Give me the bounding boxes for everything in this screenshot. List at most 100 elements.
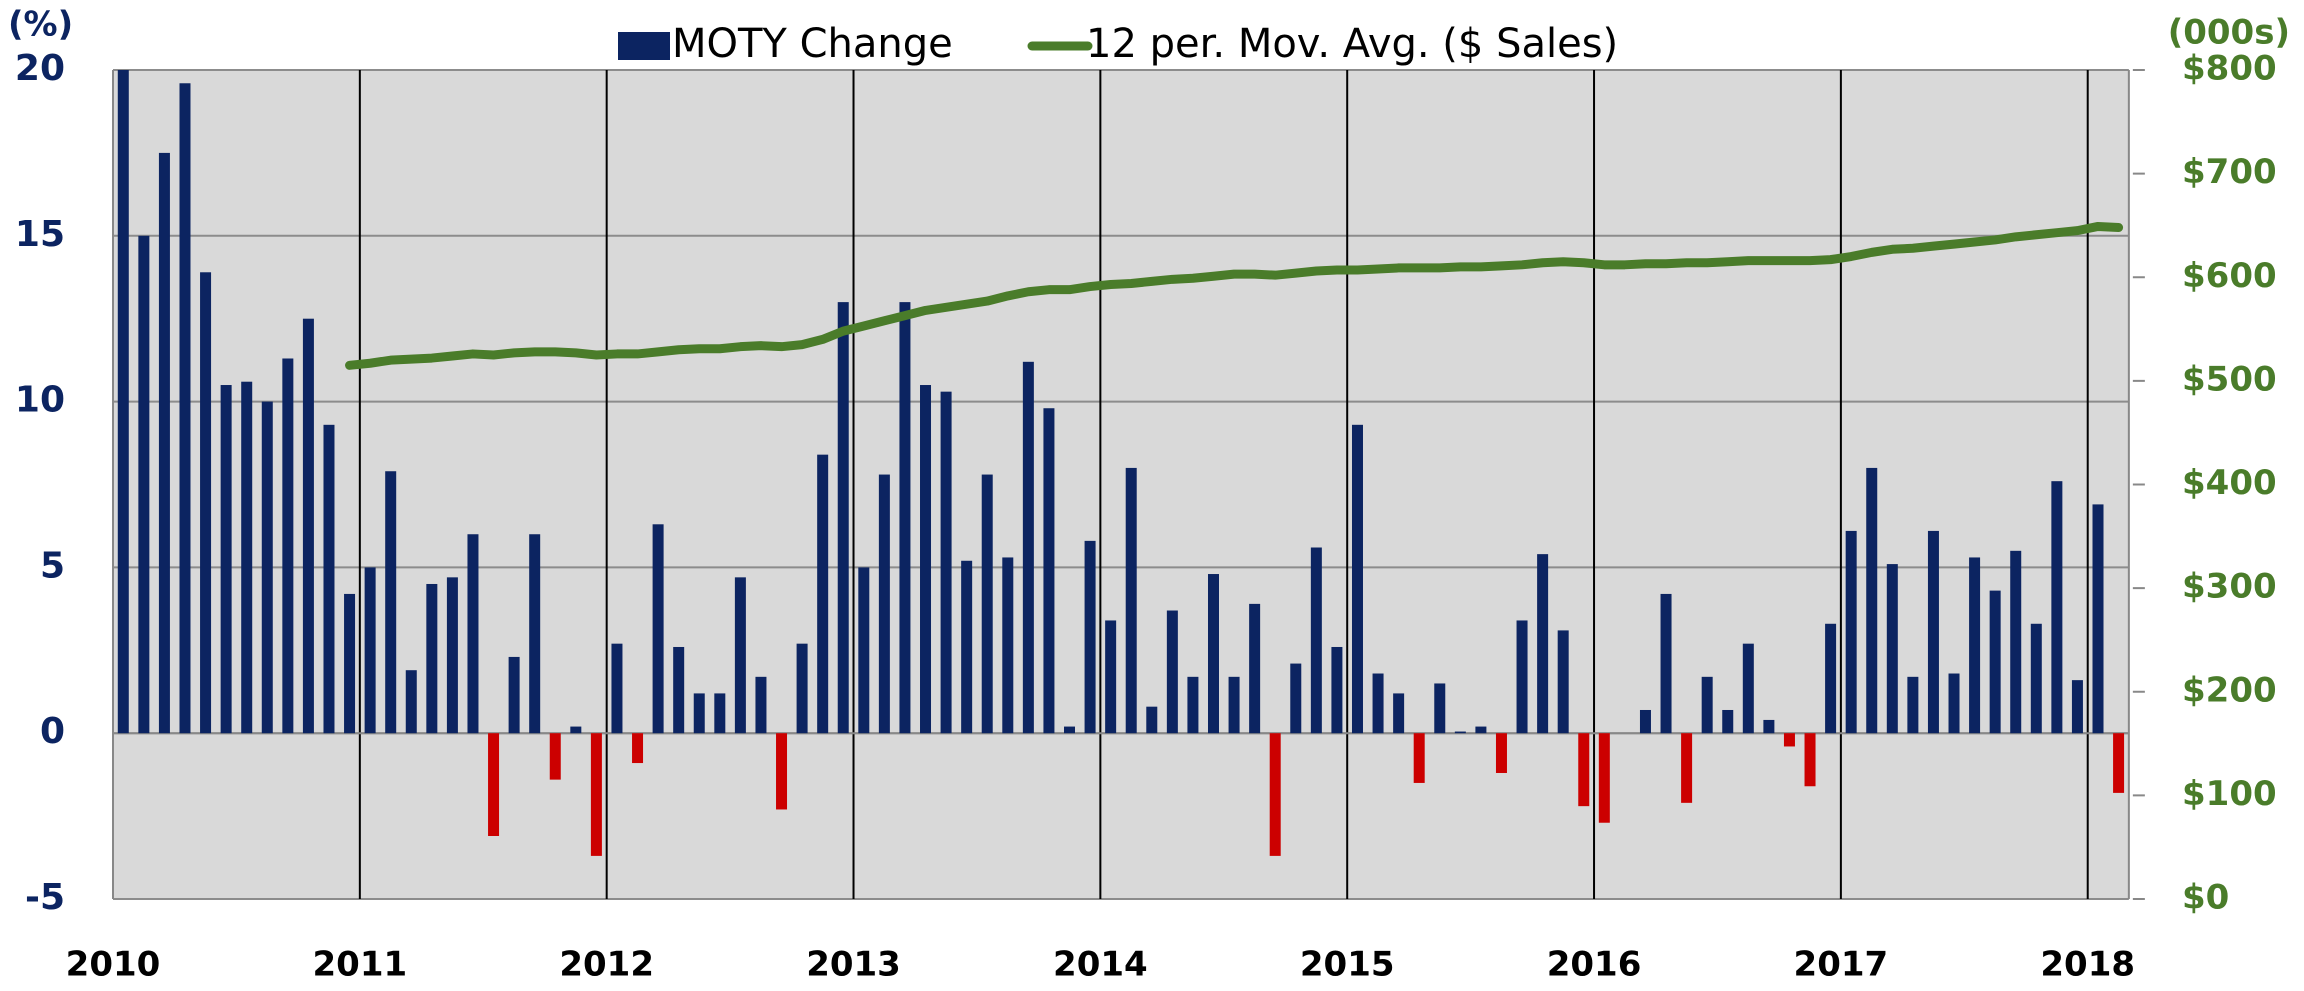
bar <box>2071 680 2083 734</box>
bar <box>817 454 829 734</box>
bar <box>1783 733 1795 747</box>
bar <box>1269 733 1281 856</box>
bar <box>200 272 212 734</box>
bar <box>734 577 746 734</box>
bar <box>117 70 129 734</box>
bar <box>138 235 150 734</box>
bar <box>1742 643 1754 734</box>
bar <box>1598 733 1610 823</box>
bar <box>158 152 170 734</box>
bar <box>673 646 685 734</box>
y-tick-label: 5 <box>40 545 65 586</box>
bar <box>1639 709 1651 734</box>
bar <box>426 583 438 734</box>
bar <box>1064 726 1076 734</box>
y-tick-label: -5 <box>25 877 65 918</box>
bar <box>1146 706 1158 734</box>
y2-tick-label: $800 <box>2182 49 2277 89</box>
bar <box>1125 467 1137 734</box>
bar <box>1557 630 1569 734</box>
bar <box>1886 564 1898 734</box>
bar <box>755 676 767 734</box>
bar <box>1537 554 1549 734</box>
x-tick-label: 2017 <box>1794 945 1889 985</box>
x-tick-label: 2011 <box>313 945 408 985</box>
x-tick-label: 2012 <box>559 945 654 985</box>
bar <box>899 302 911 734</box>
y2-tick-label: $400 <box>2182 463 2277 503</box>
bar <box>776 733 788 810</box>
bar <box>508 656 520 734</box>
bar <box>1495 733 1507 773</box>
bar <box>796 643 808 734</box>
bar <box>1763 719 1775 734</box>
bar <box>1187 676 1199 734</box>
y2-tick-label: $600 <box>2182 256 2277 296</box>
bar <box>1475 726 1487 734</box>
y2-axis-label: (000s) <box>2168 13 2290 53</box>
bar <box>179 83 191 734</box>
bar <box>1043 408 1055 734</box>
x-tick-label: 2013 <box>806 945 901 985</box>
bar <box>2030 623 2042 734</box>
y2-tick-label: $500 <box>2182 359 2277 399</box>
bar <box>920 385 932 734</box>
bar <box>1166 610 1178 734</box>
bar <box>1927 530 1939 734</box>
bar <box>364 567 376 734</box>
bar <box>1454 731 1466 734</box>
bar <box>549 733 561 780</box>
bar <box>1804 733 1816 787</box>
bar <box>1105 620 1117 734</box>
bar <box>1331 646 1343 734</box>
bar <box>1290 663 1302 734</box>
bar <box>344 593 356 734</box>
bar <box>1393 693 1405 734</box>
x-tick-label: 2018 <box>2040 945 2135 985</box>
bar <box>1249 603 1261 734</box>
bar <box>1434 683 1446 734</box>
bar <box>1969 557 1981 734</box>
bar <box>1413 733 1425 783</box>
bar <box>693 693 705 734</box>
bar <box>858 567 870 734</box>
bar <box>940 391 952 734</box>
bar <box>961 560 973 734</box>
bar <box>570 726 582 734</box>
bar <box>261 401 273 734</box>
bar <box>220 385 232 734</box>
bar <box>405 670 417 734</box>
bar <box>1310 547 1322 734</box>
y-tick-label: 10 <box>15 380 65 421</box>
x-tick-label: 2010 <box>66 945 161 985</box>
bar <box>1660 593 1672 734</box>
bar <box>1372 673 1384 734</box>
bar <box>981 474 993 734</box>
bar <box>714 693 726 734</box>
bar <box>488 733 500 836</box>
bar <box>878 474 890 734</box>
bar <box>385 471 397 734</box>
bar <box>1516 620 1528 734</box>
bar <box>1351 424 1363 734</box>
bar <box>1084 540 1096 734</box>
bar <box>2051 481 2063 734</box>
bar <box>590 733 602 856</box>
y2-tick-label: $700 <box>2182 152 2277 192</box>
bar <box>241 381 253 734</box>
bar <box>1722 709 1734 734</box>
bar <box>1907 676 1919 734</box>
y-tick-label: 20 <box>15 48 65 89</box>
bar <box>1002 557 1014 734</box>
y-tick-label: 15 <box>15 214 65 255</box>
bar <box>2010 550 2022 734</box>
bar <box>1578 733 1590 807</box>
bar <box>1681 733 1693 803</box>
bar <box>652 524 664 734</box>
bar <box>1948 673 1960 734</box>
x-tick-label: 2016 <box>1547 945 1642 985</box>
y2-tick-label: $300 <box>2182 567 2277 607</box>
bar <box>837 302 849 734</box>
line <box>345 221 2124 370</box>
